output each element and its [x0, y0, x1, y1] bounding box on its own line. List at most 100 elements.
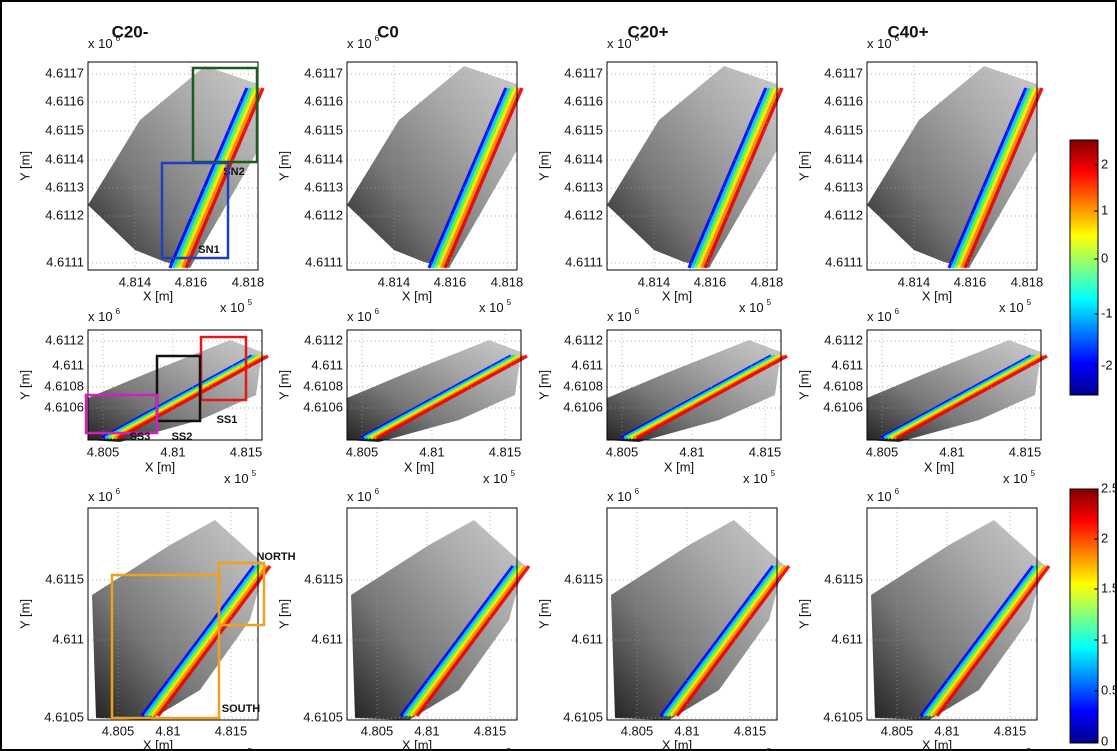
map-overlay: [919, 564, 1035, 718]
y-exponent: x 10 6: [867, 34, 900, 51]
y-tick-label: 4.611: [52, 357, 84, 372]
y-exponent: x 10 6: [88, 487, 121, 504]
colorbar-tick-label: 2.5: [1101, 480, 1117, 495]
map-overlay: [117, 354, 269, 440]
panel: 4.6115 4.611 4.6105 4.805 4.81 4.815 X [m] Y [m…: [276, 487, 531, 751]
exponent-base: x 10: [479, 300, 504, 315]
exponent-base: x 10: [88, 489, 113, 504]
column-title: C20-: [112, 22, 149, 41]
exponent-base: x 10: [739, 749, 764, 751]
exponent-power: 5: [248, 298, 253, 307]
region-box: [160, 161, 230, 260]
map-overlay: [697, 87, 778, 269]
colorbar-tick-label: 0: [1101, 250, 1108, 265]
y-exponent: x 10 6: [347, 34, 380, 51]
y-tick-label: 4.611: [311, 357, 343, 372]
x-axis-label: X [m]: [402, 737, 432, 751]
y-tick-label: 4.6117: [304, 65, 343, 80]
x-axis-label: X [m]: [924, 459, 954, 474]
x-tick-label: 4.815: [474, 723, 507, 738]
exponent-base: x 10: [347, 309, 372, 324]
y-axis-label: Y [m]: [796, 151, 811, 181]
map-overlay: [156, 564, 272, 718]
map-image: [611, 520, 784, 720]
x-exponent: x 105: [479, 747, 512, 751]
exponent-power: 5: [511, 469, 516, 478]
x-tick-label: 4.81: [679, 444, 704, 459]
map-image: [607, 66, 777, 268]
map-overlay: [402, 564, 518, 718]
x-tick-label: 4.805: [346, 444, 379, 459]
panel: 4.6117 4.6116 4.6115 4.6114 4.6113 4.6112 4.61…: [796, 34, 1044, 315]
colorbar: [1069, 139, 1099, 396]
y-tick-label: 4.6112: [824, 332, 863, 347]
map-image: [867, 340, 1041, 442]
y-tick-label: 4.6112: [824, 207, 863, 222]
y-tick-label: 4.6117: [45, 65, 84, 80]
exponent-power: 5: [1031, 469, 1036, 478]
x-tick-label: 4.816: [434, 274, 467, 289]
exponent-base: x 10: [347, 36, 372, 51]
colorbar-tick-label: 1.5: [1101, 580, 1117, 595]
y-tick-label: 4.6113: [45, 179, 84, 194]
x-tick-label: 4.818: [491, 274, 524, 289]
y-tick-label: 4.6112: [45, 332, 84, 347]
y-tick-label: 4.6115: [824, 571, 863, 586]
exponent-base: x 10: [867, 36, 892, 51]
y-tick-label: 4.6111: [305, 254, 343, 269]
y-tick-label: 4.6116: [564, 93, 603, 108]
y-tick-label: 4.6114: [824, 151, 863, 166]
y-axis-label: Y [m]: [796, 370, 811, 400]
x-tick-label: 4.815: [1009, 444, 1042, 459]
x-tick-label: 4.805: [881, 723, 914, 738]
y-tick-label: 4.6105: [303, 709, 343, 724]
map-overlay: [412, 564, 528, 718]
axes-box: [87, 329, 263, 441]
y-axis-label: Y [m]: [17, 370, 32, 400]
exponent-base: x 10: [743, 471, 768, 486]
exponent-base: x 10: [224, 471, 249, 486]
colorbar-tick-label: 0.5: [1101, 682, 1117, 697]
exponent-base: x 10: [88, 36, 113, 51]
exponent-base: x 10: [347, 489, 372, 504]
x-tick-label: 4.814: [378, 274, 411, 289]
map-image: [351, 520, 524, 720]
exponent-power: 6: [635, 487, 640, 496]
region-label: SS3: [130, 431, 151, 443]
x-tick-label: 4.818: [751, 274, 784, 289]
colorbar-tick-label: 2: [1101, 530, 1108, 545]
y-tick-label: 4.6114: [304, 151, 343, 166]
panel: 4.6112 4.611 4.6108 4.6106 4.805 4.81 4.815 X […: [17, 307, 269, 486]
x-tick-label: 4.814: [119, 274, 152, 289]
x-tick-label: 4.81: [160, 444, 185, 459]
exponent-power: 6: [116, 307, 121, 316]
y-tick-label: 4.6105: [823, 709, 863, 724]
x-tick-label: 4.815: [749, 444, 782, 459]
map-overlay: [926, 564, 1041, 718]
y-exponent: x 10 6: [88, 307, 121, 324]
x-tick-label: 4.81: [414, 723, 439, 738]
axes-box: [87, 61, 259, 271]
colorbar-tick-label: 1: [1101, 202, 1108, 217]
map-overlay: [181, 87, 262, 269]
y-axis-label: Y [m]: [536, 151, 551, 181]
panel: 4.6115 4.611 4.6105 4.805 4.81 4.815 X [m] Y [m…: [796, 487, 1051, 751]
column-title: C20+: [627, 22, 668, 41]
y-tick-label: 4.611: [311, 631, 343, 646]
exponent-power: 5: [767, 747, 772, 751]
x-tick-label: 4.818: [1011, 274, 1044, 289]
y-exponent: x 10 6: [867, 307, 900, 324]
x-axis-label: X [m]: [404, 459, 434, 474]
y-tick-label: 4.6113: [564, 179, 603, 194]
map-overlay: [430, 87, 511, 269]
map-overlay: [690, 87, 771, 269]
exponent-base: x 10: [88, 309, 113, 324]
exponent-base: x 10: [999, 749, 1024, 751]
map-image: [92, 520, 265, 720]
map-overlay: [150, 564, 265, 718]
exponent-power: 5: [767, 298, 772, 307]
